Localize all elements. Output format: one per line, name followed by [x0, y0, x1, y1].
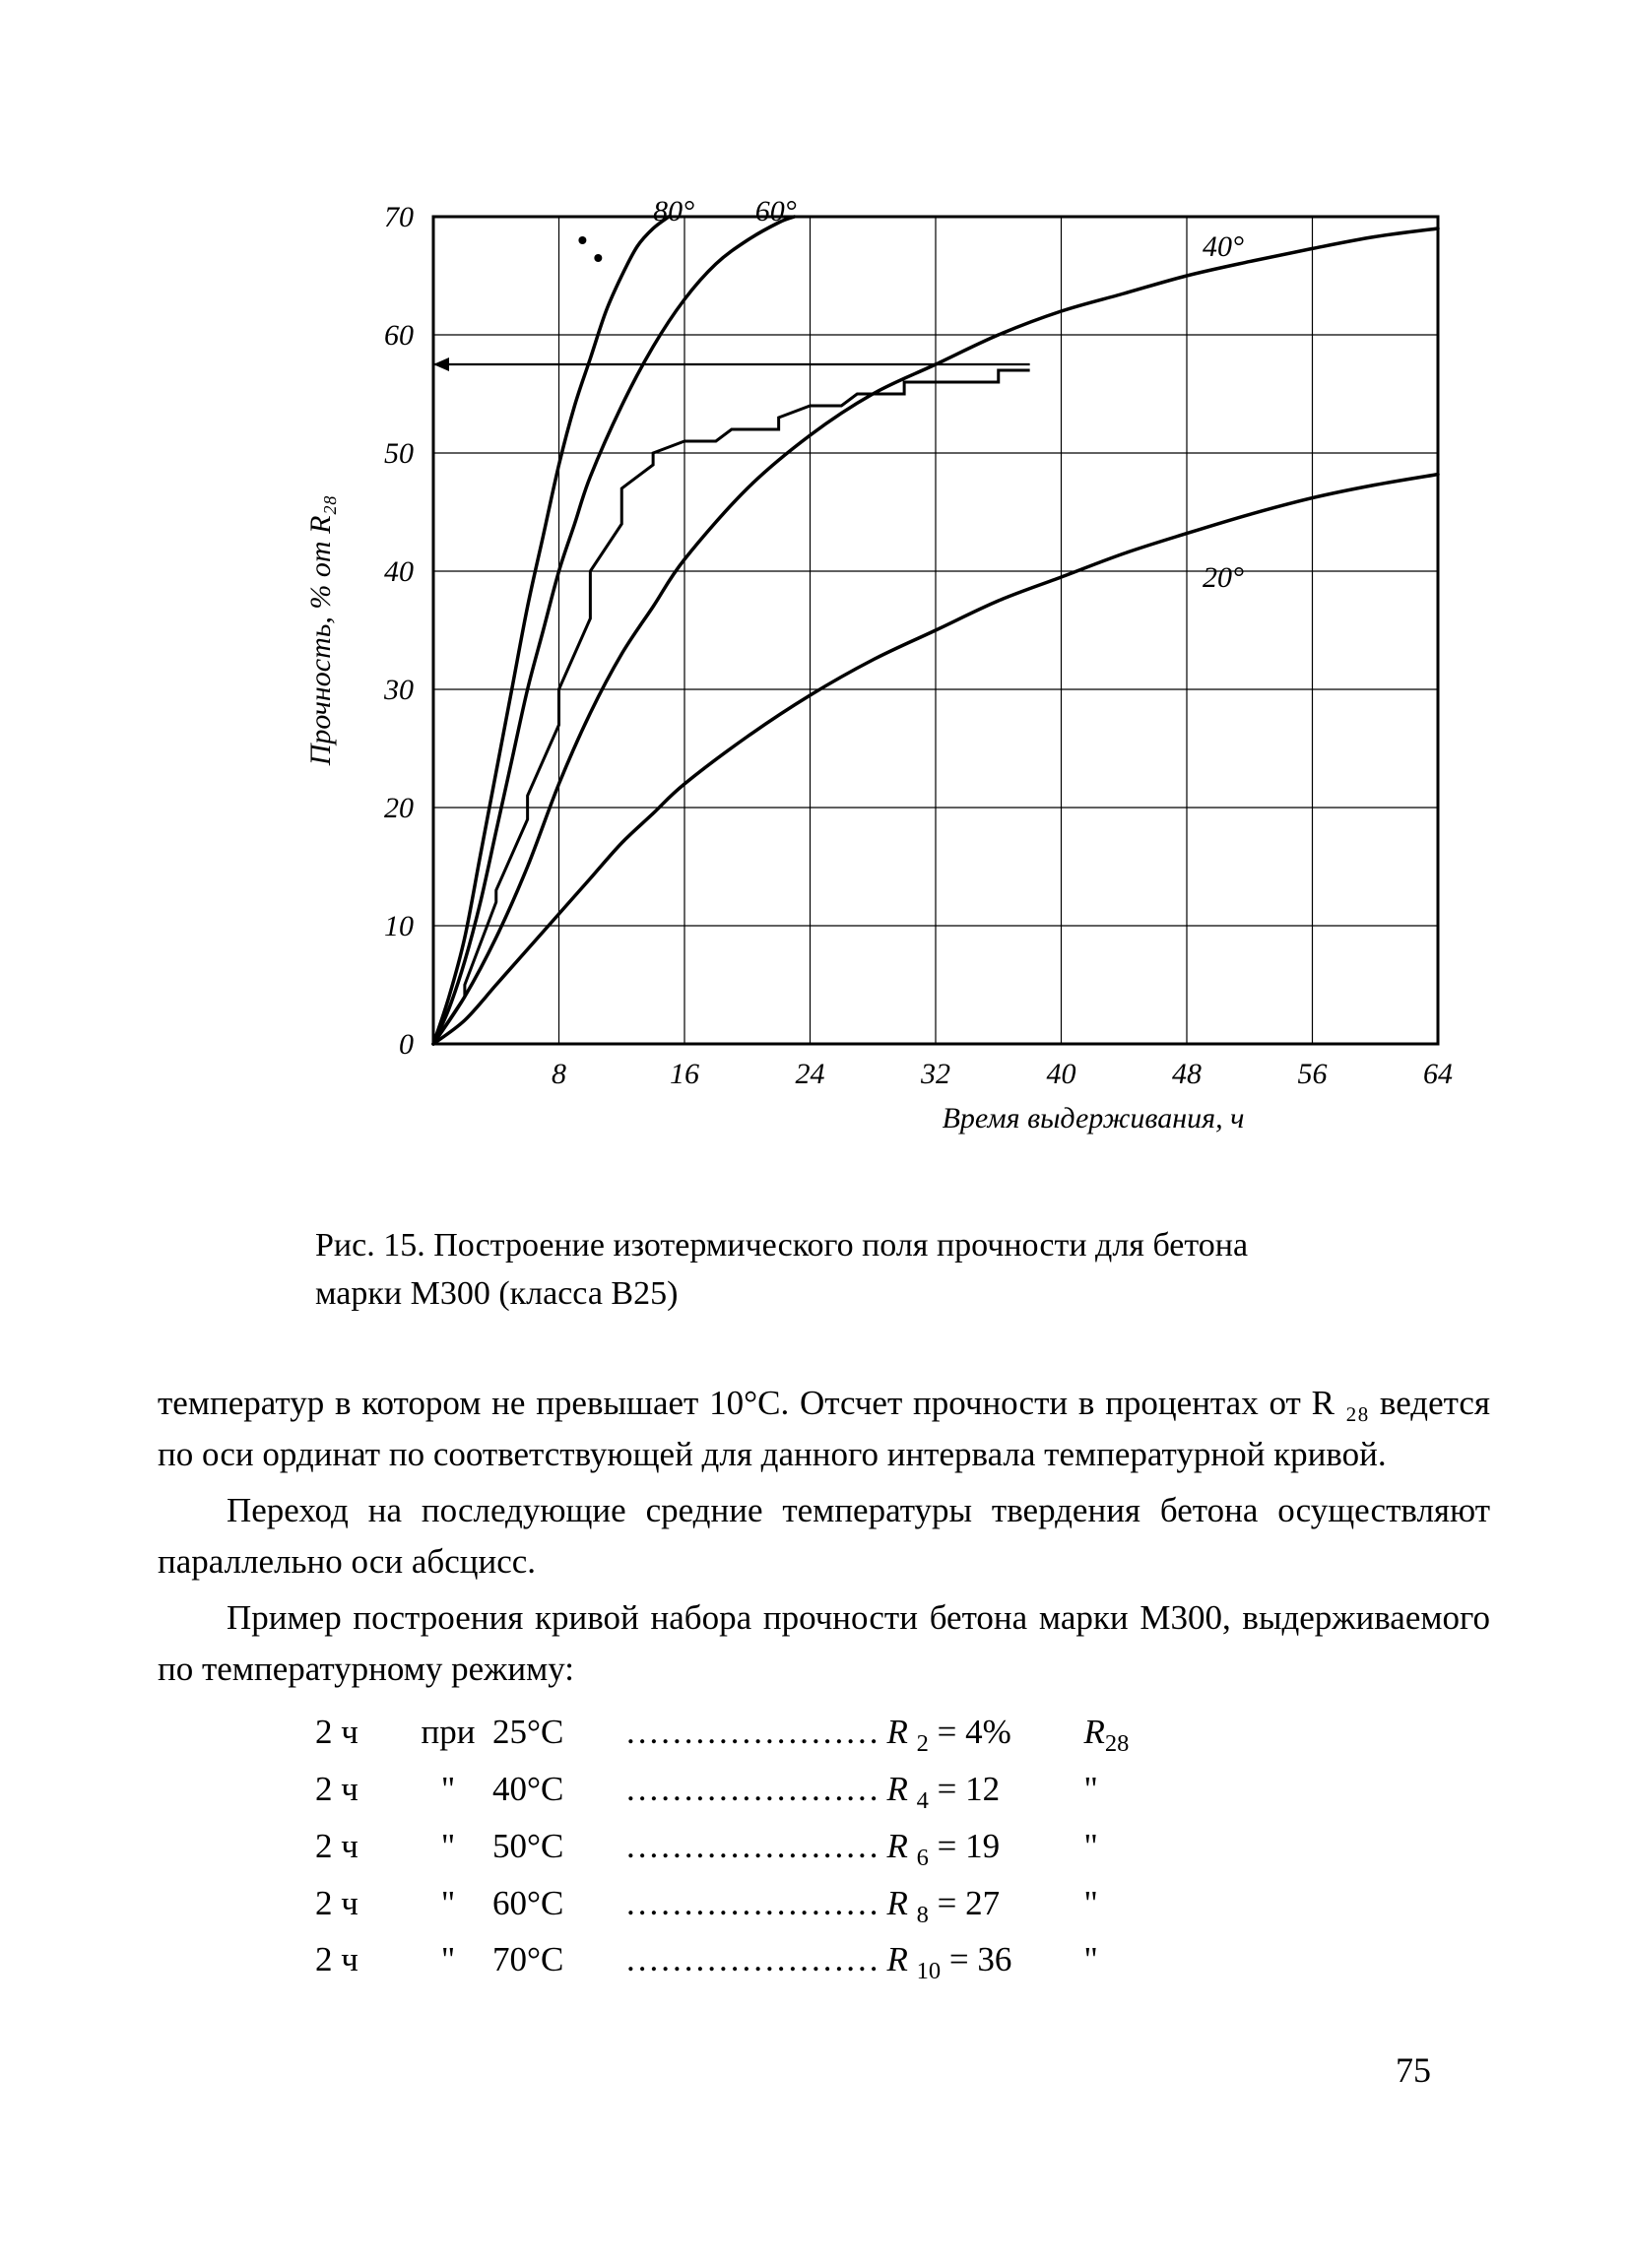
table-row: 2 ч"40°С......................R 4 = 12" [315, 1763, 1490, 1820]
col-temp: 70°С [492, 1933, 620, 1986]
col-word: " [404, 1877, 492, 1930]
temperature-table: 2 чпри25°С......................R 2 = 4%… [315, 1706, 1490, 1991]
svg-text:40: 40 [384, 555, 414, 588]
figure-caption: Рис. 15. Построение изотермического поля… [315, 1221, 1300, 1319]
svg-text:40°: 40° [1203, 230, 1244, 263]
dots: ...................... [620, 1706, 887, 1759]
col-word: при [404, 1706, 492, 1759]
col-r: R 8 = 27 [887, 1877, 1084, 1934]
dots: ...................... [620, 1820, 887, 1873]
col-temp: 25°С [492, 1706, 620, 1759]
col-r: R 6 = 19 [887, 1820, 1084, 1877]
svg-text:8: 8 [552, 1058, 566, 1090]
col-tail: " [1084, 1877, 1173, 1930]
svg-text:24: 24 [796, 1058, 825, 1090]
col-r: R 4 = 12 [887, 1763, 1084, 1820]
col-hours: 2 ч [315, 1763, 404, 1816]
col-tail: " [1084, 1763, 1173, 1816]
svg-text:48: 48 [1172, 1058, 1202, 1090]
col-tail: " [1084, 1820, 1173, 1873]
col-word: " [404, 1933, 492, 1986]
svg-text:60: 60 [384, 319, 414, 352]
svg-text:20°: 20° [1203, 561, 1244, 594]
svg-text:50: 50 [384, 437, 414, 470]
svg-text:16: 16 [670, 1058, 699, 1090]
svg-text:60°: 60° [755, 195, 797, 227]
table-row: 2 ч"60°С......................R 8 = 27" [315, 1877, 1490, 1934]
svg-text:10: 10 [384, 910, 414, 942]
col-temp: 50°С [492, 1820, 620, 1873]
col-hours: 2 ч [315, 1877, 404, 1930]
col-temp: 60°С [492, 1877, 620, 1930]
svg-text:Прочность, % от R₂₈: Прочность, % от R₂₈ [304, 495, 337, 767]
page: 8 16 24 32 40 48 56 64 0 10 20 30 40 50 60 70 Прочность,… [0, 0, 1628, 2268]
col-temp: 40°С [492, 1763, 620, 1816]
col-hours: 2 ч [315, 1933, 404, 1986]
svg-text:30: 30 [383, 674, 414, 706]
col-r: R 2 = 4% [887, 1706, 1084, 1763]
chart-container: 8 16 24 32 40 48 56 64 0 10 20 30 40 50 60 70 Прочность,… [276, 177, 1458, 1162]
dots: ...................... [620, 1763, 887, 1816]
dots: ...................... [620, 1877, 887, 1930]
col-hours: 2 ч [315, 1706, 404, 1759]
paragraph-2: Переход на последующие средние температу… [158, 1485, 1490, 1588]
svg-text:56: 56 [1298, 1058, 1328, 1090]
paragraph-3: Пример построения кривой набора прочност… [158, 1592, 1490, 1696]
svg-text:70: 70 [384, 201, 414, 233]
svg-text:20: 20 [384, 792, 414, 824]
col-tail: " [1084, 1933, 1173, 1986]
table-row: 2 чпри25°С......................R 2 = 4%… [315, 1706, 1490, 1763]
col-tail: R28 [1084, 1706, 1173, 1763]
table-row: 2 ч"50°С......................R 6 = 19" [315, 1820, 1490, 1877]
dots: ...................... [620, 1933, 887, 1986]
page-number: 75 [1396, 2049, 1431, 2091]
paragraph-1: температур в котором не превышает 10°С. … [158, 1378, 1490, 1481]
svg-text:40: 40 [1047, 1058, 1076, 1090]
svg-text:Время выдерживания, ч: Время выдерживания, ч [943, 1102, 1245, 1134]
svg-text:0: 0 [399, 1028, 414, 1061]
body-text: температур в котором не превышает 10°С. … [158, 1378, 1490, 1696]
col-word: " [404, 1820, 492, 1873]
table-row: 2 ч"70°С......................R 10 = 36" [315, 1933, 1490, 1990]
svg-text:32: 32 [920, 1058, 950, 1090]
col-word: " [404, 1763, 492, 1816]
svg-text:80°: 80° [653, 195, 694, 227]
svg-text:64: 64 [1423, 1058, 1453, 1090]
strength-chart: 8 16 24 32 40 48 56 64 0 10 20 30 40 50 60 70 Прочность,… [276, 177, 1458, 1162]
col-r: R 10 = 36 [887, 1933, 1084, 1990]
col-hours: 2 ч [315, 1820, 404, 1873]
